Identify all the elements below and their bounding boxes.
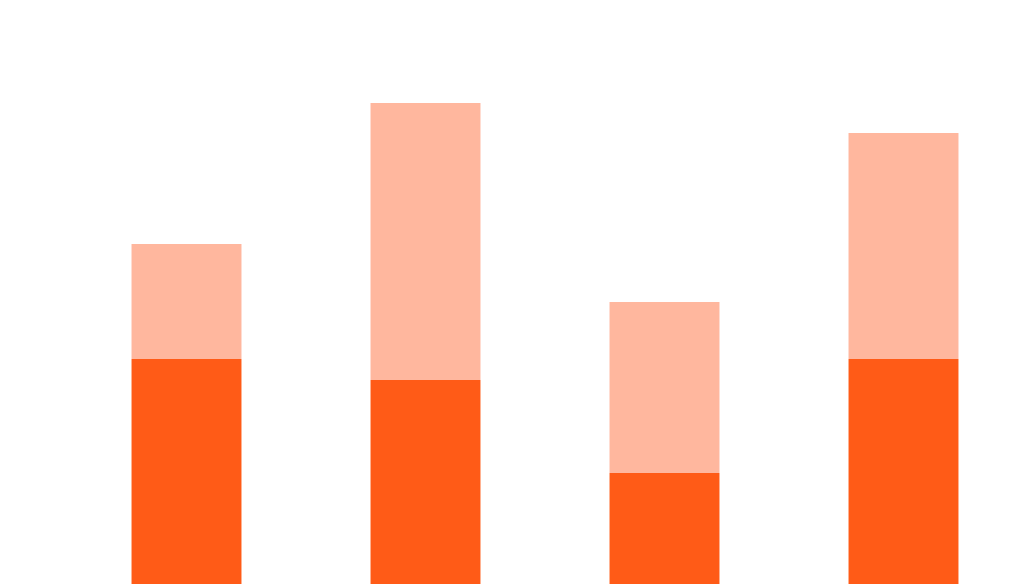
bar-segment [609,473,720,584]
bar-segment [131,244,242,359]
bar-segment [131,359,242,584]
bar-segment [848,359,959,584]
bar-segment [370,380,481,584]
bar-segment [370,103,481,380]
bar-segment [609,302,720,473]
bar-segment [848,133,959,359]
